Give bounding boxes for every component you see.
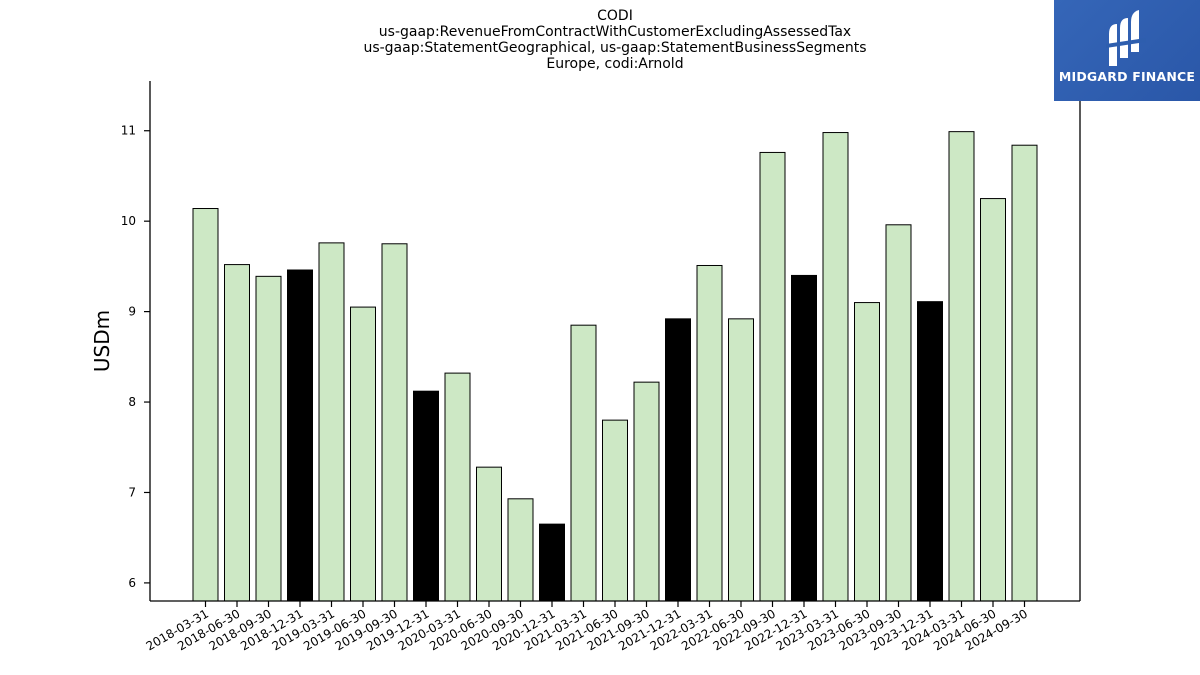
- bar-2022-03-31: [696, 264, 723, 602]
- y-tick-label: 6: [128, 576, 136, 590]
- bar-2020-06-30: [476, 466, 502, 602]
- bar-2018-09-30: [255, 275, 282, 602]
- logo-text: MIDGARD FINANCE: [1058, 69, 1196, 84]
- bar-2020-03-31: [444, 372, 471, 602]
- bar-2021-09-30: [633, 381, 660, 602]
- bar-2020-09-30: [507, 498, 534, 602]
- title-members: Europe, codi:Arnold: [546, 56, 684, 72]
- bar-2019-06-30: [350, 306, 376, 602]
- bar-2018-06-30: [224, 264, 250, 602]
- title-concept: us-gaap:RevenueFromContractWithCustomerE…: [378, 24, 852, 40]
- y-tick-label: 7: [128, 485, 136, 499]
- midgard-finance-logo: MIDGARD FINANCE: [1054, 0, 1200, 101]
- bar-2022-12-31: [791, 274, 817, 602]
- bar-2021-03-31: [570, 324, 597, 602]
- bar-2018-03-31: [192, 208, 219, 602]
- y-axis-label: USDm: [90, 310, 114, 372]
- bar-2024-03-31: [948, 131, 975, 602]
- bar-2023-09-30: [885, 224, 912, 602]
- y-tick-label: 9: [128, 305, 136, 319]
- bar-2022-06-30: [728, 318, 754, 602]
- bar-2020-12-31: [539, 523, 565, 602]
- y-tick-label: 8: [128, 395, 136, 409]
- bar-2024-09-30: [1011, 144, 1038, 602]
- bar-2024-06-30: [980, 198, 1006, 602]
- bar-2023-06-30: [854, 302, 880, 602]
- bar-2022-09-30: [759, 151, 786, 602]
- y-tick-label: 10: [121, 214, 136, 228]
- bar-2019-03-31: [318, 242, 345, 602]
- bar-2021-06-30: [602, 419, 628, 602]
- title-axes: us-gaap:StatementGeographical, us-gaap:S…: [363, 40, 867, 56]
- midgard-logo-icon: [1106, 10, 1146, 66]
- bar-2023-12-31: [917, 301, 943, 602]
- bar-2018-12-31: [287, 269, 313, 602]
- bar-2021-12-31: [665, 318, 691, 602]
- title-company: CODI: [597, 8, 633, 24]
- bar-2019-12-31: [413, 390, 439, 602]
- bar-2023-03-31: [822, 132, 849, 602]
- bar-2019-09-30: [381, 243, 408, 602]
- y-tick-label: 11: [121, 124, 136, 138]
